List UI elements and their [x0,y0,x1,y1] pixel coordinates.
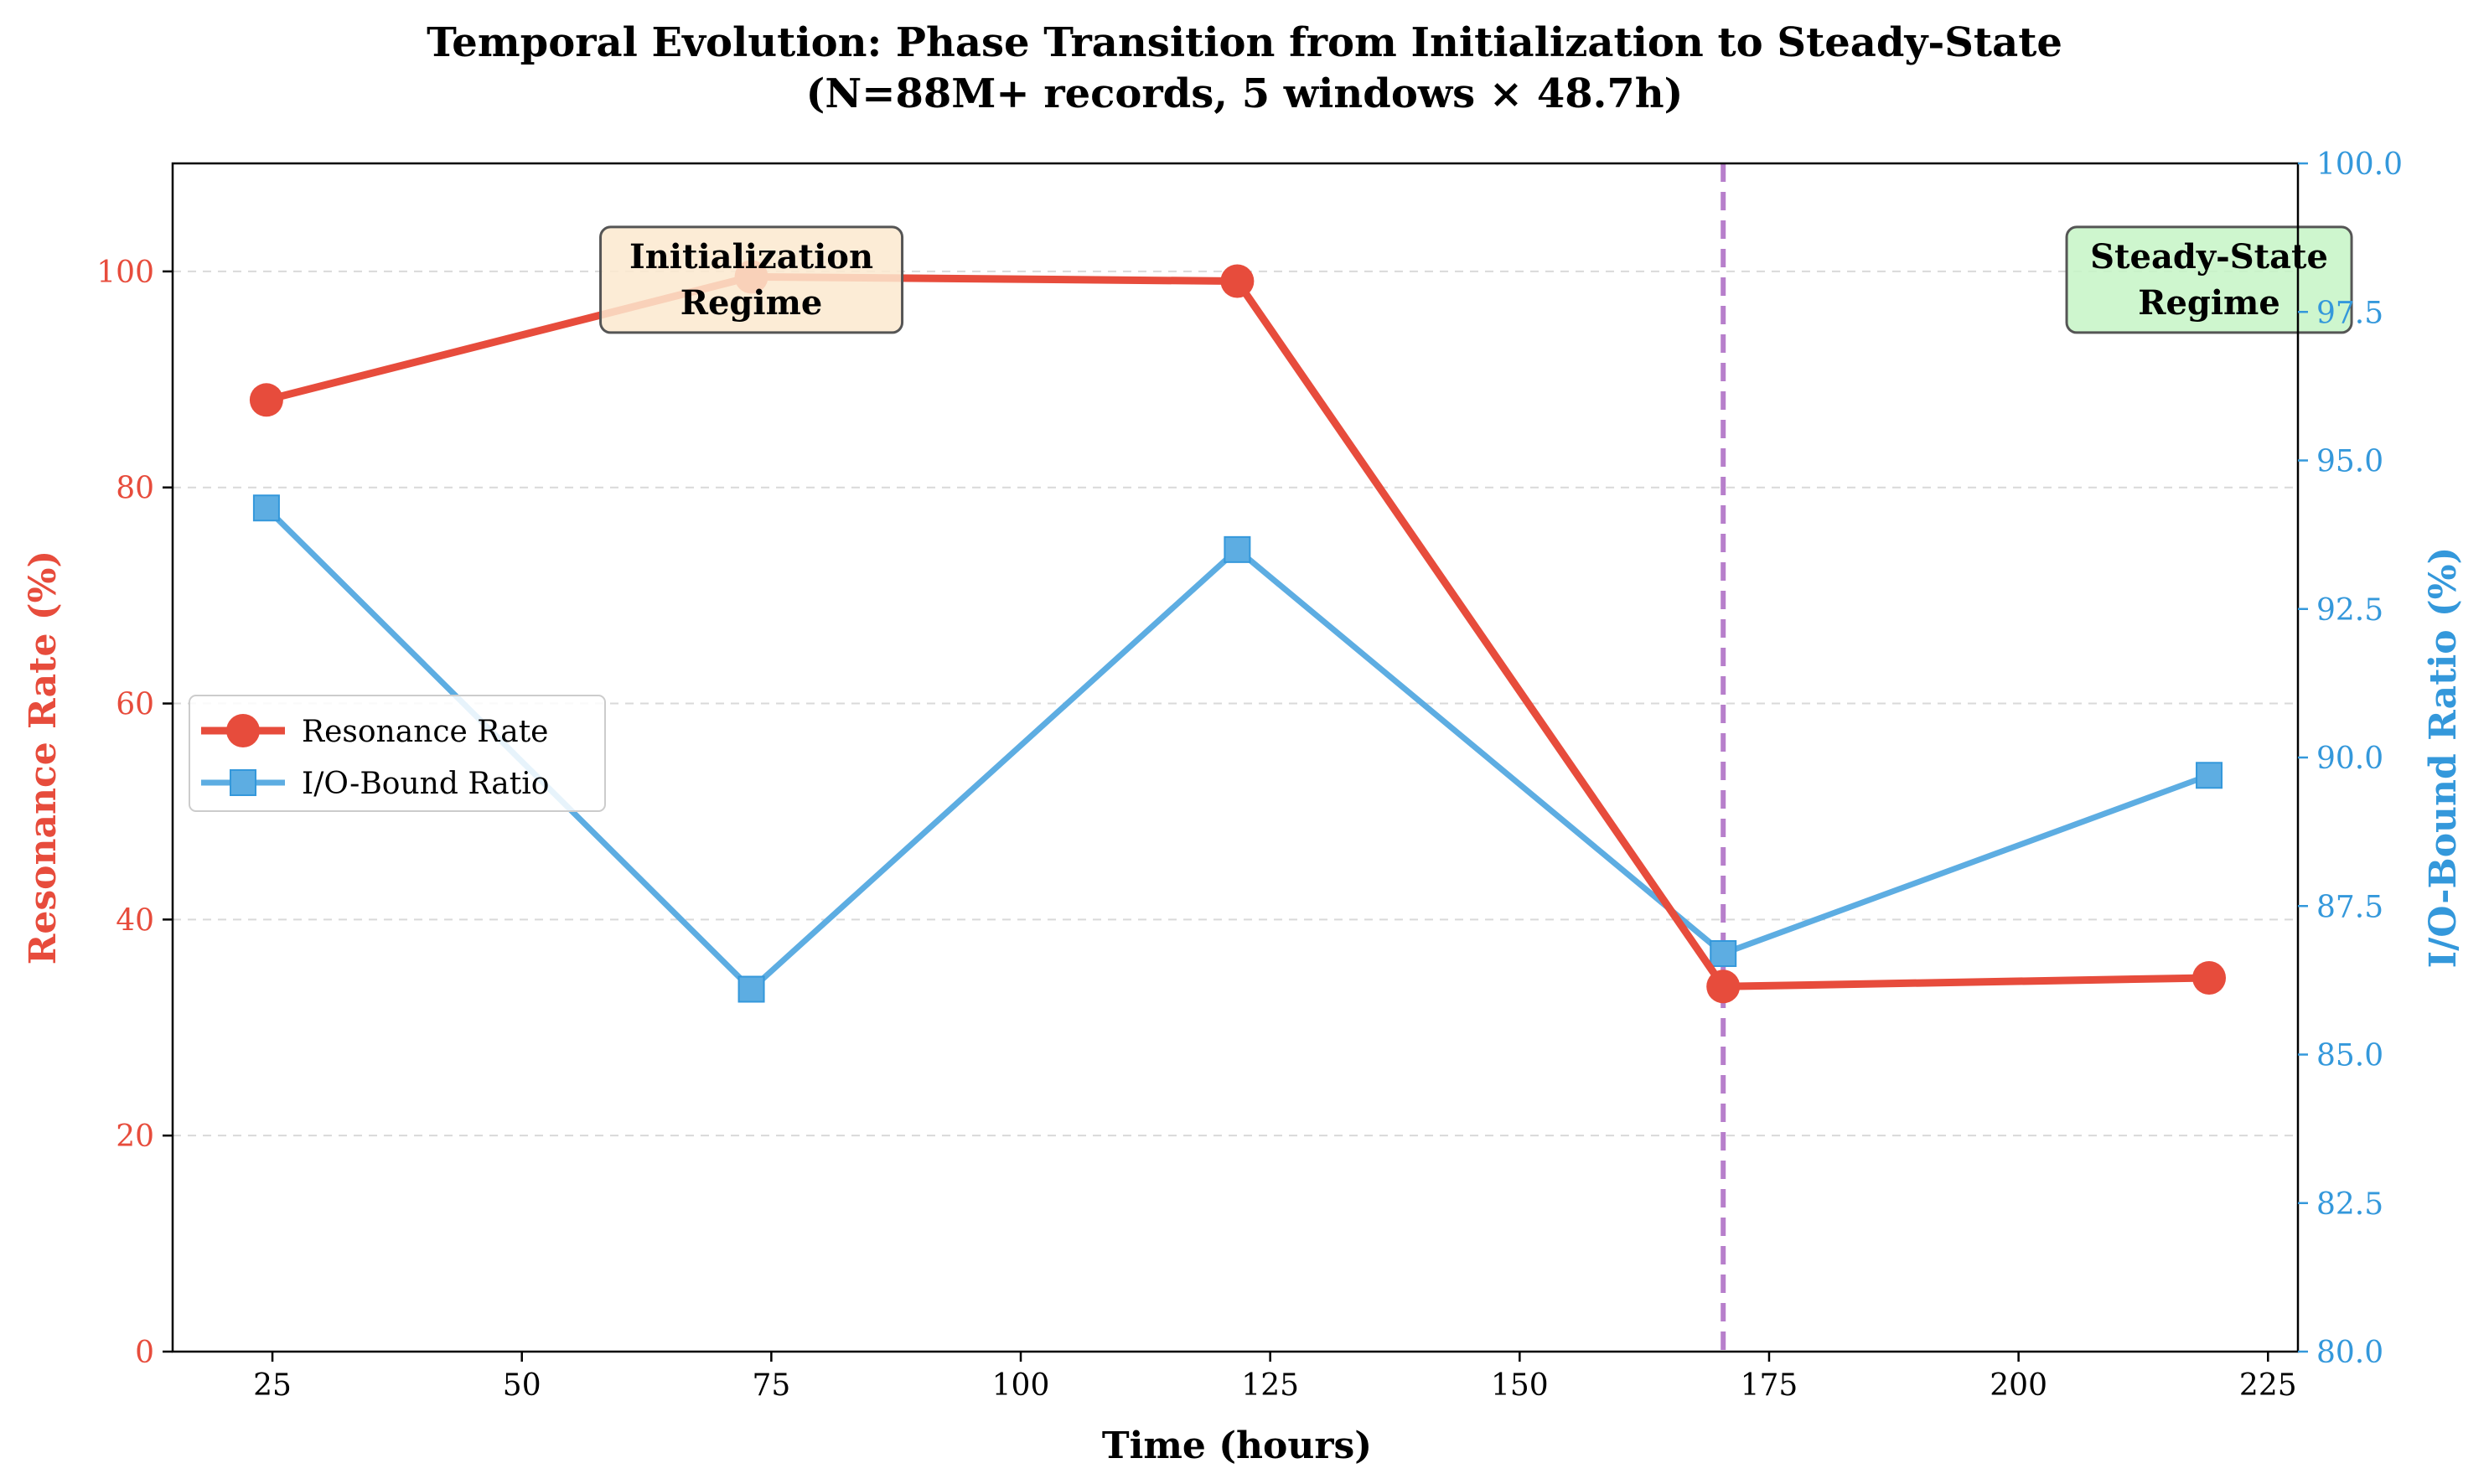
y-right-tick-label: 82.5 [2316,1187,2383,1222]
annotations-group: Initialization Regime Steady-State Regime [599,225,2353,334]
x-axis: 25 50 75 100 125 150 175 200 225 [253,1352,2297,1403]
legend-label-io: I/O-Bound Ratio [302,767,549,801]
x-tick-label: 50 [503,1368,541,1403]
y-left-tick-label: 100 [96,256,154,290]
x-tick-label: 125 [1241,1368,1299,1403]
io-bound-ratio-point [2196,762,2223,789]
y-right-tick-label: 95.0 [2316,445,2383,479]
series-group [249,260,2227,1004]
y-right-tick-label: 90.0 [2316,742,2383,776]
y-right-tick-label: 85.0 [2316,1039,2383,1073]
steady-state-regime-box [2065,225,2353,334]
legend: Resonance Rate I/O-Bound Ratio [189,695,606,812]
annotation-text: Steady-State [2090,237,2328,277]
x-tick-label: 75 [752,1368,790,1403]
x-tick-label: 150 [1491,1368,1549,1403]
chart-title-line-2: (N=88M+ records, 5 windows × 48.7h) [806,70,1684,117]
io-bound-ratio-point [737,975,765,1003]
y-right-tick-label: 80.0 [2316,1336,2383,1370]
resonance-rate-point [249,383,283,417]
annotation-text: Regime [680,283,823,323]
x-tick-label: 100 [992,1368,1050,1403]
legend-swatch-io-marker [230,769,256,796]
legend-swatch-resonance-marker [226,714,260,747]
y-right-tick-label: 92.5 [2316,593,2383,628]
y-right-tick-label: 100.0 [2316,147,2403,182]
io-bound-ratio-point [1710,939,1737,967]
y-axis-right: 80.0 82.5 85.0 87.5 90.0 92.5 95.0 97.5 100.0 [2298,147,2403,1370]
x-tick-label: 200 [1990,1368,2047,1403]
x-tick-label: 175 [1741,1368,1798,1403]
y-left-tick-label: 80 [116,472,154,506]
annotation-text: Regime [2138,283,2280,323]
y-left-tick-label: 60 [116,688,154,722]
y-left-tick-label: 20 [116,1119,154,1154]
x-tick-label: 25 [253,1368,292,1403]
chart-title-line-1: Temporal Evolution: Phase Transition fro… [427,19,2062,66]
y-left-tick-label: 0 [135,1336,154,1370]
annotation-text: Initialization [629,237,873,277]
y-axis-left: 0 20 40 60 80 100 [96,256,173,1370]
y-axis-left-label: Resonance Rate (%) [22,551,65,964]
resonance-rate-point [2192,960,2227,995]
x-tick-label: 225 [2239,1368,2297,1403]
resonance-rate-point [1220,264,1255,298]
y-right-tick-label: 87.5 [2316,890,2383,924]
io-bound-ratio-point [1224,535,1251,563]
y-right-tick-label: 97.5 [2316,296,2383,330]
resonance-rate-point [1706,970,1741,1004]
legend-box [189,695,606,812]
y-axis-right-label: I/O-Bound Ratio (%) [2422,547,2465,969]
initialization-regime-box [599,225,904,334]
x-axis-label: Time (hours) [1102,1425,1372,1467]
io-bound-ratio-point [252,494,280,522]
y-left-tick-label: 40 [116,903,154,938]
legend-label-resonance: Resonance Rate [302,715,548,749]
